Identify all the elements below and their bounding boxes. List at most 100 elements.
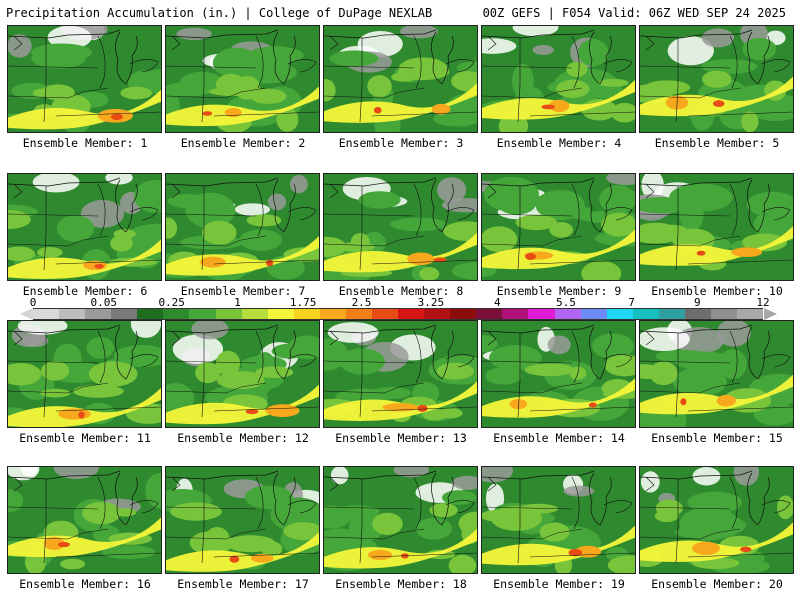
state-border: [571, 330, 580, 384]
no-precip-area: [437, 177, 467, 203]
precip-contour: [276, 498, 311, 529]
border-line: [171, 476, 181, 492]
precip-max: [245, 409, 259, 415]
ensemble-member-label: Ensemble Member: 14: [493, 431, 625, 445]
state-border: [213, 259, 319, 265]
state-border: [255, 183, 264, 237]
border-line: [13, 35, 23, 51]
ensemble-map-panel: [639, 320, 794, 428]
great-lakes-outline: [761, 500, 791, 514]
great-lakes-outline: [747, 326, 770, 380]
precip-contour: [441, 490, 477, 505]
state-border: [482, 360, 573, 364]
state-border: [529, 259, 635, 265]
precip-contour: [56, 215, 95, 242]
border-line: [640, 29, 753, 39]
ensemble-map-panel: [481, 173, 636, 281]
colorbar-swatch: [137, 309, 164, 319]
border-line: [166, 29, 279, 39]
colorbar-swatch: [372, 309, 399, 319]
great-lakes-outline: [115, 326, 138, 380]
precip-core: [716, 395, 736, 407]
colorbar-swatch: [424, 309, 451, 319]
great-lakes-outline: [761, 207, 791, 221]
border-line: [329, 183, 339, 199]
no-precip-area: [20, 467, 38, 477]
ensemble-member-label: Ensemble Member: 4: [496, 136, 622, 150]
state-border: [640, 235, 741, 247]
precip-contour: [777, 495, 793, 520]
state-border: [482, 87, 583, 99]
border-line: [324, 324, 437, 334]
great-lakes-outline: [761, 354, 791, 368]
state-border: [675, 186, 679, 271]
precip-core: [200, 256, 226, 268]
precip-band: [8, 387, 161, 427]
border-line: [640, 324, 753, 334]
colorbar-swatch: [580, 309, 607, 319]
precip-contour: [215, 350, 241, 376]
precip-contour: [372, 512, 403, 536]
ensemble-map-panel: [7, 320, 162, 428]
no-precip-area: [267, 193, 287, 211]
precip-contour: [489, 344, 542, 371]
state-border: [43, 333, 47, 418]
state-border: [517, 333, 521, 418]
precip-core: [265, 404, 300, 418]
precip-band: [324, 232, 477, 273]
state-border: [201, 38, 205, 123]
no-precip-area: [532, 44, 554, 55]
precip-band: [166, 384, 319, 425]
colorbar-swatch: [528, 309, 555, 319]
no-precip-area: [234, 203, 271, 216]
precip-contour: [448, 554, 477, 573]
state-border: [213, 406, 319, 412]
colorbar-swatch: [737, 309, 764, 319]
border-line: [171, 35, 181, 51]
precip-contour: [741, 233, 788, 252]
great-lakes-outline: [431, 326, 454, 380]
precip-band: [640, 374, 793, 415]
precip-contour: [607, 555, 635, 573]
precip-contour: [324, 79, 336, 102]
ensemble-map-panel: [481, 25, 636, 133]
colorbar-swatch: [554, 309, 581, 319]
precip-contour: [741, 111, 759, 132]
precip-max: [541, 104, 556, 110]
state-border: [517, 38, 521, 123]
state-border: [255, 476, 264, 530]
great-lakes-outline: [761, 59, 791, 73]
no-precip-area: [692, 467, 721, 486]
state-border: [729, 330, 738, 384]
precip-contour: [255, 366, 294, 379]
state-border: [213, 552, 319, 558]
precip-band: [640, 522, 793, 562]
state-border: [482, 528, 583, 540]
precip-core: [407, 252, 435, 266]
ensemble-member-label: Ensemble Member: 6: [22, 284, 148, 298]
ensemble-member-label: Ensemble Member: 8: [338, 284, 464, 298]
no-precip-area: [130, 321, 161, 338]
state-border: [640, 65, 731, 69]
precip-contour: [592, 333, 635, 359]
precip-contour: [390, 217, 447, 232]
great-lakes-outline: [129, 500, 159, 514]
colorbar-tick-label: 5.5: [555, 296, 576, 309]
great-lakes-outline: [287, 500, 317, 514]
state-border: [729, 476, 738, 530]
precip-contour: [687, 491, 743, 514]
no-precip-area: [191, 321, 229, 340]
precip-contour: [239, 229, 282, 251]
no-precip-area: [400, 26, 438, 39]
precip-band: [324, 381, 477, 421]
colorbar-swatch: [59, 309, 86, 319]
precip-band: [8, 89, 161, 130]
precip-max: [712, 100, 725, 108]
ensemble-map-panel: [165, 25, 320, 133]
border-line: [640, 177, 753, 187]
state-border: [255, 330, 264, 384]
precip-map: [640, 26, 793, 132]
precip-max: [266, 259, 274, 267]
border-line: [324, 29, 437, 39]
state-border: [55, 111, 161, 117]
